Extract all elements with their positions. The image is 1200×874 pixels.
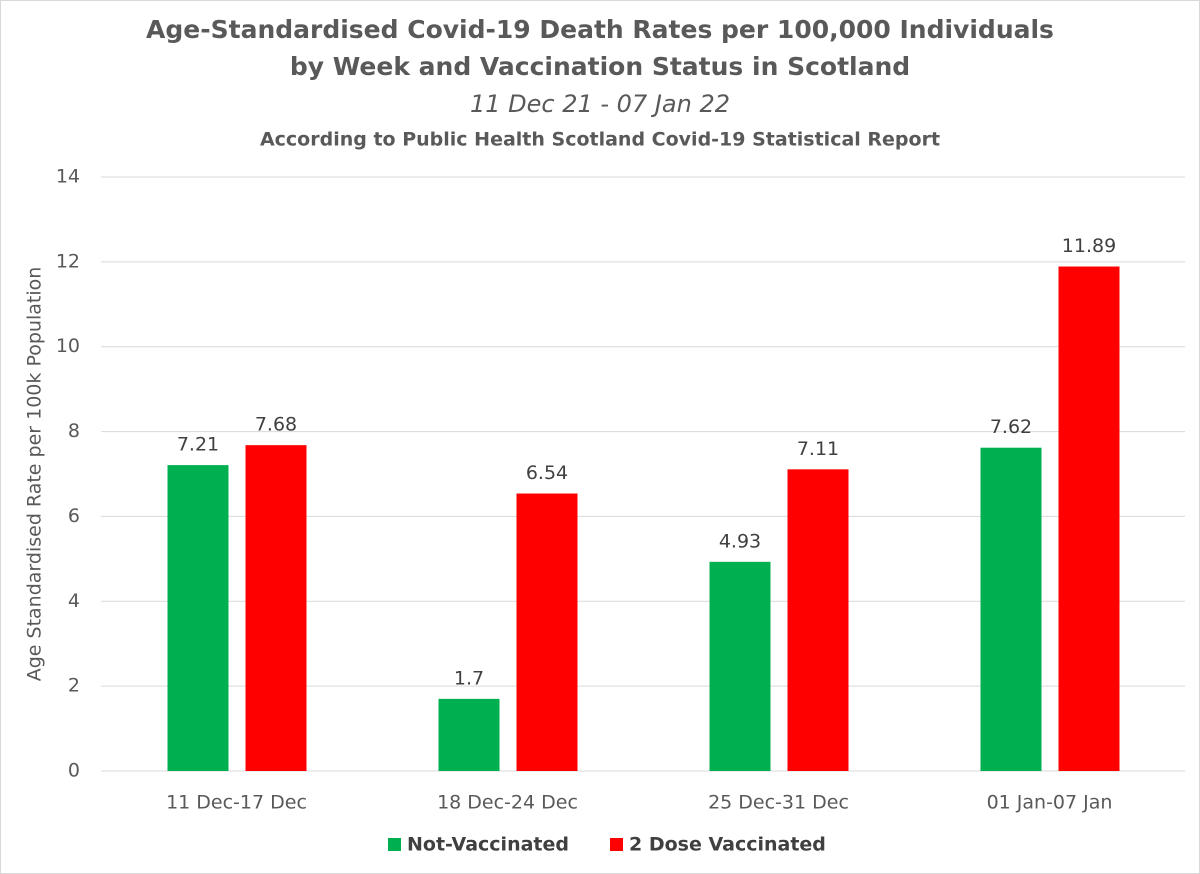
x-tick-label: 18 Dec-24 Dec	[437, 792, 578, 814]
bar	[980, 447, 1042, 771]
y-tick-label: 4	[68, 590, 80, 612]
value-label: 7.11	[797, 438, 839, 460]
chart-title: by Week and Vaccination Status in Scotla…	[290, 52, 910, 81]
bar	[787, 469, 849, 771]
x-tick-label: 01 Jan-07 Jan	[987, 792, 1113, 814]
y-axis-title: Age Standardised Rate per 100k Populatio…	[24, 267, 46, 682]
value-label: 7.21	[177, 434, 219, 456]
value-label: 4.93	[719, 530, 761, 552]
bar	[438, 698, 500, 771]
chart-subtitle: 11 Dec 21 - 07 Jan 22	[470, 90, 730, 118]
x-tick-label: 11 Dec-17 Dec	[166, 792, 307, 814]
y-tick-label: 8	[68, 420, 80, 442]
value-label: 6.54	[526, 462, 568, 484]
chart-subtitle: According to Public Health Scotland Covi…	[260, 129, 940, 151]
value-label: 11.89	[1062, 235, 1116, 257]
y-tick-label: 2	[68, 675, 80, 697]
x-tick-label: 25 Dec-31 Dec	[708, 792, 849, 814]
bar	[245, 445, 307, 771]
legend-label: 2 Dose Vaccinated	[629, 834, 826, 856]
value-label: 7.62	[990, 416, 1032, 438]
legend-swatch	[610, 838, 623, 851]
value-label: 7.68	[255, 414, 297, 436]
chart-title: Age-Standardised Covid-19 Death Rates pe…	[146, 15, 1054, 44]
legend-label: Not-Vaccinated	[407, 834, 569, 856]
bar	[516, 493, 578, 771]
y-tick-label: 14	[56, 166, 80, 188]
y-tick-label: 0	[68, 760, 80, 782]
bar	[709, 561, 771, 771]
y-tick-label: 10	[56, 335, 80, 357]
value-label: 1.7	[454, 667, 484, 689]
bar	[1058, 266, 1120, 771]
bar	[167, 465, 229, 771]
y-tick-label: 6	[68, 505, 80, 527]
legend-swatch	[388, 838, 401, 851]
y-tick-label: 12	[56, 250, 80, 272]
